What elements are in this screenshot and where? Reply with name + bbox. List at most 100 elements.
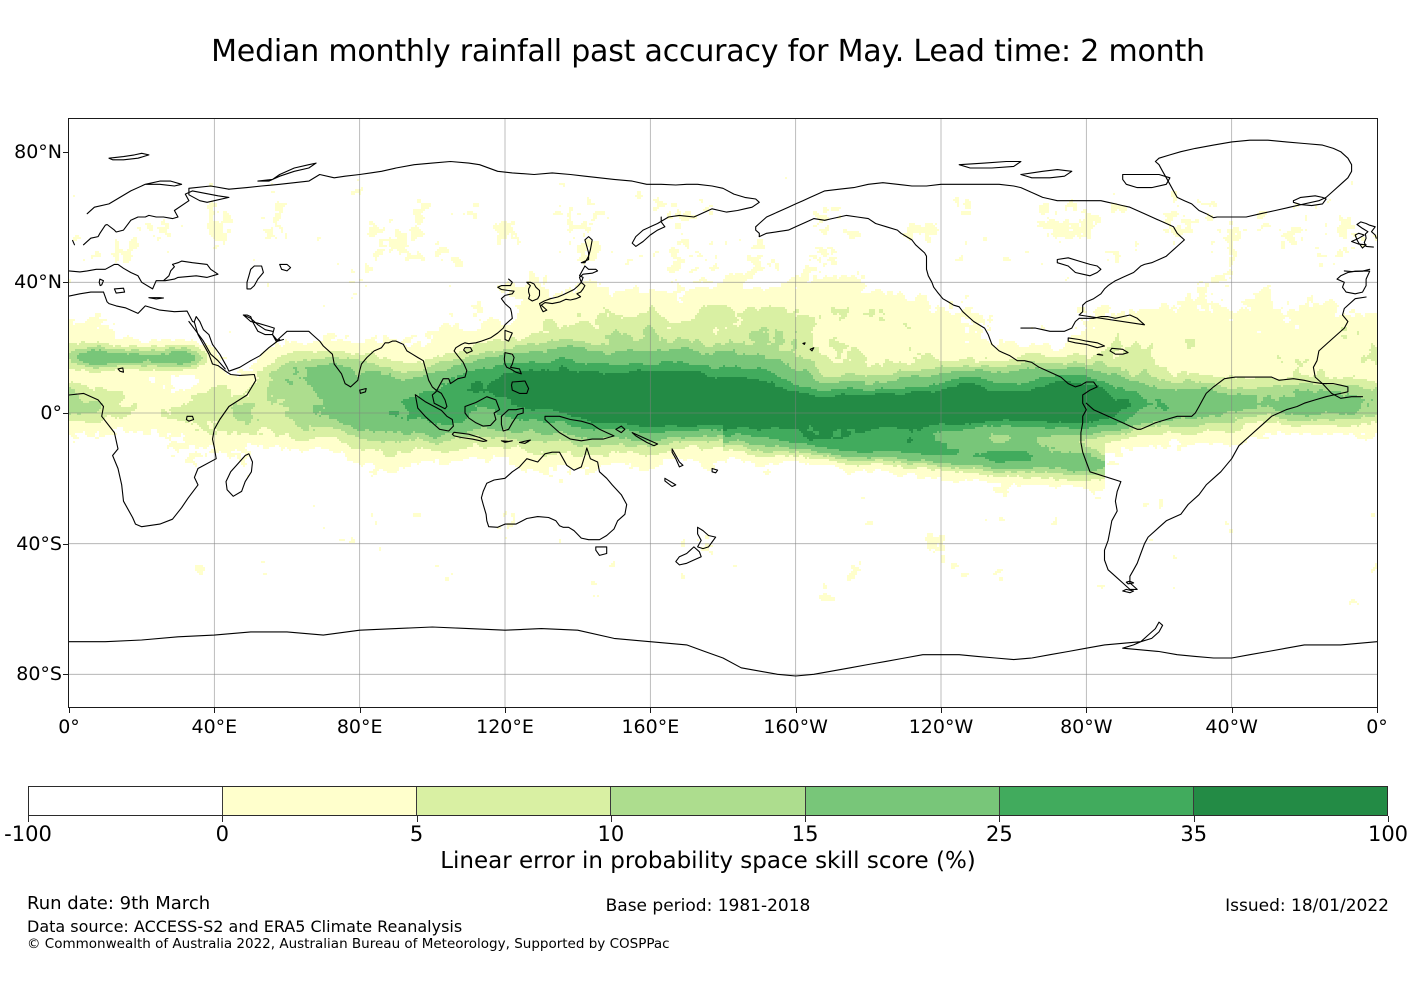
longitude-tick-mark <box>359 708 361 713</box>
coastline-path <box>500 440 513 443</box>
coastline-path <box>1020 169 1073 179</box>
coastline-path <box>69 291 257 528</box>
coastline-path <box>359 387 367 394</box>
latitude-tick-label: 0° <box>40 402 62 424</box>
coastline-path <box>758 214 1349 590</box>
colorbar-segment <box>611 787 806 815</box>
coastline-path <box>595 546 608 556</box>
longitude-tick-label: 120°E <box>476 716 534 738</box>
longitude-tick-label: 80°E <box>336 716 383 738</box>
colorbar-tick-mark <box>610 816 612 822</box>
coastline-path <box>675 546 702 566</box>
colorbar-tick-label: 5 <box>409 822 424 846</box>
colorbar-tick-label: -100 <box>4 822 52 846</box>
coastline-path <box>711 467 719 474</box>
page-title: Median monthly rainfall past accuracy fo… <box>211 34 1205 69</box>
coastline-path <box>755 182 1185 332</box>
coastline-path <box>72 239 76 246</box>
longitude-tick-mark <box>214 708 216 713</box>
run-date-text: Run date: 9th March <box>27 893 211 914</box>
coastline-path <box>480 447 628 541</box>
colorbar-tick-mark <box>416 816 418 822</box>
latitude-tick-mark <box>63 674 68 676</box>
coastline-path <box>279 263 292 272</box>
colorbar <box>28 786 1388 816</box>
coastline-path <box>1125 580 1135 585</box>
coastline-path <box>242 278 515 410</box>
coastline-path <box>414 394 454 432</box>
coastline-path <box>664 477 677 488</box>
coastline-path <box>1154 139 1353 219</box>
coastline-path <box>108 152 150 161</box>
colorbar-segment <box>1193 787 1387 815</box>
coastline-path <box>510 380 530 394</box>
colorbar-tick-label: 25 <box>986 822 1013 846</box>
longitude-tick-mark <box>505 708 506 713</box>
coastline-path <box>185 415 195 422</box>
coastline-path <box>538 265 599 313</box>
base-period-text: Base period: 1981-2018 <box>605 896 811 916</box>
latitude-tick-mark <box>63 151 68 153</box>
coastline-path <box>1122 173 1171 189</box>
coastline-path <box>518 439 531 444</box>
colorbar-swatches <box>28 786 1388 816</box>
colorbar-tick-label: 0 <box>215 822 229 846</box>
latitude-tick-mark <box>63 543 68 545</box>
colorbar-tick-mark <box>28 816 29 822</box>
longitude-tick-mark <box>1086 708 1088 713</box>
longitude-tick-mark <box>1231 708 1233 713</box>
latitude-tick-mark <box>63 413 68 414</box>
colorbar-segment <box>417 787 612 815</box>
longitude-tick-label: 0° <box>58 716 80 738</box>
coastline-path <box>1336 270 1371 295</box>
coastline-path <box>802 342 806 345</box>
coastline-path <box>1292 195 1327 207</box>
coastline-path <box>631 432 659 447</box>
coastline-path <box>242 314 274 332</box>
coastline-path <box>69 260 219 290</box>
coastline-path <box>86 180 183 215</box>
coastline-path <box>958 160 1022 169</box>
coastline-path <box>809 347 815 352</box>
longitude-tick-mark <box>650 708 652 713</box>
data-source-text: Data source: ACCESS-S2 and ERA5 Climate … <box>27 917 463 936</box>
longitude-tick-label: 0° <box>1366 716 1388 738</box>
coastline-path <box>228 160 760 247</box>
longitude-tick-mark <box>69 708 70 713</box>
coastline-path <box>1067 337 1106 349</box>
coastline-path <box>69 621 1377 677</box>
latitude-tick-label: 80°S <box>16 663 62 686</box>
colorbar-tick-label: 10 <box>597 822 625 846</box>
colorbar-tick-mark <box>999 816 1001 822</box>
colorbar-segment <box>805 787 1000 815</box>
longitude-tick-label: 120°W <box>908 716 974 738</box>
colorbar-segment <box>29 787 224 815</box>
coastline-path <box>188 320 226 370</box>
coastline-path <box>526 281 541 302</box>
latitude-tick-label: 80°N <box>14 140 62 163</box>
colorbar-segment <box>999 787 1194 815</box>
coastline-path <box>1056 257 1102 277</box>
longitude-tick-mark <box>795 708 797 713</box>
coastline-path <box>671 448 684 468</box>
coastline-path <box>1122 588 1135 594</box>
colorbar-tick-mark <box>805 816 807 822</box>
coastline-path <box>500 407 524 432</box>
colorbar-tick-label: 35 <box>1180 822 1208 846</box>
issued-date-text: Issued: 18/01/2022 <box>1225 896 1389 916</box>
copyright-text: © Commonwealth of Australia 2022, Austra… <box>27 936 670 952</box>
coastline-path <box>615 425 626 434</box>
latitude-tick-label: 40°S <box>16 532 62 555</box>
colorbar-segment <box>223 787 418 815</box>
map-coastlines <box>69 139 1377 677</box>
latitude-tick-label: 40°N <box>14 271 62 294</box>
longitude-tick-label: 160°E <box>621 716 680 738</box>
map-plot-area <box>68 118 1378 708</box>
colorbar-tick-mark <box>1388 816 1389 822</box>
coastline-path <box>697 526 717 550</box>
latitude-tick-mark <box>63 282 68 284</box>
coastline-path <box>544 415 615 442</box>
colorbar-tick-mark <box>222 816 224 822</box>
longitude-tick-label: 40°E <box>191 716 238 738</box>
coastline-path <box>82 185 230 246</box>
